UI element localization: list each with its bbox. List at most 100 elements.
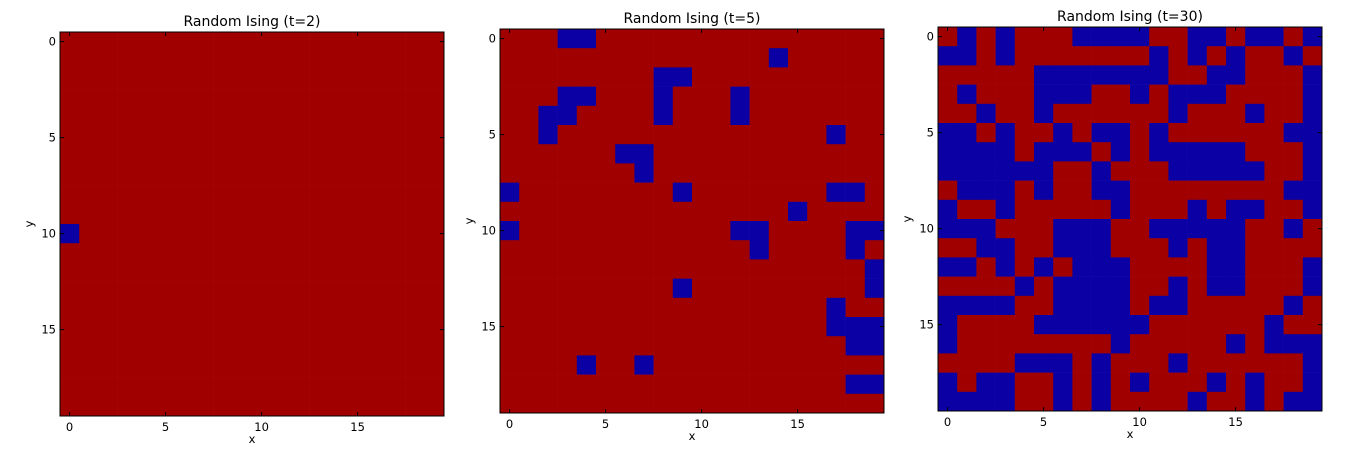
heatmap-cell <box>156 108 176 129</box>
heatmap-cell <box>557 221 578 241</box>
heatmap-cell <box>175 339 195 359</box>
heatmap-cell <box>1149 315 1169 335</box>
heatmap-cell <box>768 355 789 375</box>
heatmap-cell <box>194 70 214 90</box>
heatmap-cell <box>1226 391 1246 412</box>
heatmap-cell <box>252 358 272 378</box>
heatmap-cell <box>156 358 176 378</box>
heatmap-cell <box>194 262 214 282</box>
heatmap-cell <box>653 67 674 87</box>
heatmap-cell <box>1072 334 1092 354</box>
heatmap-cell <box>634 105 654 126</box>
heatmap-cell <box>1245 372 1265 393</box>
heatmap-cell <box>672 336 693 356</box>
heatmap-cell <box>367 224 387 244</box>
heatmap-cell <box>290 128 310 148</box>
heatmap-cell <box>1168 103 1188 124</box>
heatmap-cell <box>175 128 195 148</box>
heatmap-cell <box>79 147 99 167</box>
heatmap-cell <box>1034 276 1054 297</box>
heatmap-cell <box>1206 257 1227 277</box>
heatmap-cell <box>653 125 674 145</box>
heatmap-cell <box>1072 391 1092 412</box>
heatmap-cell <box>98 243 118 263</box>
heatmap-cell <box>807 221 827 241</box>
heatmap-cell <box>60 281 80 302</box>
heatmap-cell <box>386 320 406 340</box>
heatmap-cell <box>519 201 539 222</box>
heatmap-cell <box>653 105 674 126</box>
heatmap-cell <box>615 240 635 260</box>
heatmap-cell <box>156 128 176 148</box>
heatmap-cell <box>749 317 770 337</box>
heatmap-cell <box>98 51 118 71</box>
heatmap-cell <box>519 355 539 375</box>
heatmap-cell <box>1187 315 1208 335</box>
heatmap-cell <box>367 339 387 359</box>
heatmap-cell <box>500 201 520 222</box>
heatmap-cell <box>117 262 138 282</box>
x-axis-label: x <box>689 429 696 443</box>
heatmap-cell <box>405 185 426 206</box>
heatmap-cell <box>845 105 866 126</box>
heatmap-cell <box>634 67 654 87</box>
heatmap-cell <box>615 67 635 87</box>
heatmap-cell <box>271 166 291 186</box>
heatmap-cell <box>213 281 234 302</box>
heatmap-cell <box>711 163 731 183</box>
heatmap-cell <box>807 355 827 375</box>
heatmap-cell <box>1226 276 1246 297</box>
heatmap-cell <box>1264 27 1284 47</box>
heatmap-cell <box>653 48 674 68</box>
heatmap-cell <box>576 297 597 318</box>
heatmap-cell <box>1302 315 1323 335</box>
heatmap-cell <box>98 320 118 340</box>
heatmap-cell <box>995 65 1016 85</box>
heatmap-cell <box>538 393 558 414</box>
heatmap-cell <box>79 281 99 302</box>
heatmap-cell <box>405 339 426 359</box>
heatmap-cell <box>290 51 310 71</box>
heatmap-cell <box>826 86 846 107</box>
heatmap-cell <box>1130 103 1150 124</box>
heatmap-cell <box>1168 142 1188 162</box>
heatmap-cell <box>405 224 426 244</box>
heatmap-cell <box>309 108 330 129</box>
heatmap-cell <box>749 221 770 241</box>
heatmap-cell <box>1110 27 1131 47</box>
heatmap-cell <box>348 262 368 282</box>
heatmap-cell <box>1245 276 1265 297</box>
heatmap-cell <box>730 221 750 241</box>
heatmap-cell <box>1034 334 1054 354</box>
y-tick-label: 5 <box>49 131 56 145</box>
heatmap-cell <box>845 355 866 375</box>
heatmap-cell <box>424 358 445 378</box>
heatmap-cell <box>1283 372 1304 393</box>
heatmap-cell <box>864 374 885 395</box>
heatmap-cell <box>957 199 977 220</box>
heatmap-cell <box>60 377 80 398</box>
heatmap-cell <box>845 336 866 356</box>
heatmap-cell <box>576 125 597 145</box>
heatmap-cell <box>1072 142 1092 162</box>
heatmap-cell <box>405 51 426 71</box>
heatmap-cell <box>405 32 426 52</box>
heatmap-cell <box>1130 199 1150 220</box>
heatmap-cell <box>768 259 789 279</box>
heatmap-cell <box>976 199 996 220</box>
y-tick-label: 5 <box>489 128 496 142</box>
heatmap-cell <box>672 125 693 145</box>
heatmap-cell <box>1206 353 1227 373</box>
heatmap-cell <box>290 166 310 186</box>
heatmap-cell <box>1206 46 1227 66</box>
heatmap-cell <box>213 51 234 71</box>
heatmap-cell <box>1245 142 1265 162</box>
heatmap-cell <box>1264 142 1284 162</box>
heatmap-cell <box>826 163 846 183</box>
heatmap-cell <box>711 105 731 126</box>
heatmap-cell <box>194 281 214 302</box>
heatmap-cell <box>1149 219 1169 239</box>
heatmap-cell <box>826 29 846 49</box>
heatmap-cell <box>1014 372 1035 393</box>
heatmap-cell <box>328 320 349 340</box>
